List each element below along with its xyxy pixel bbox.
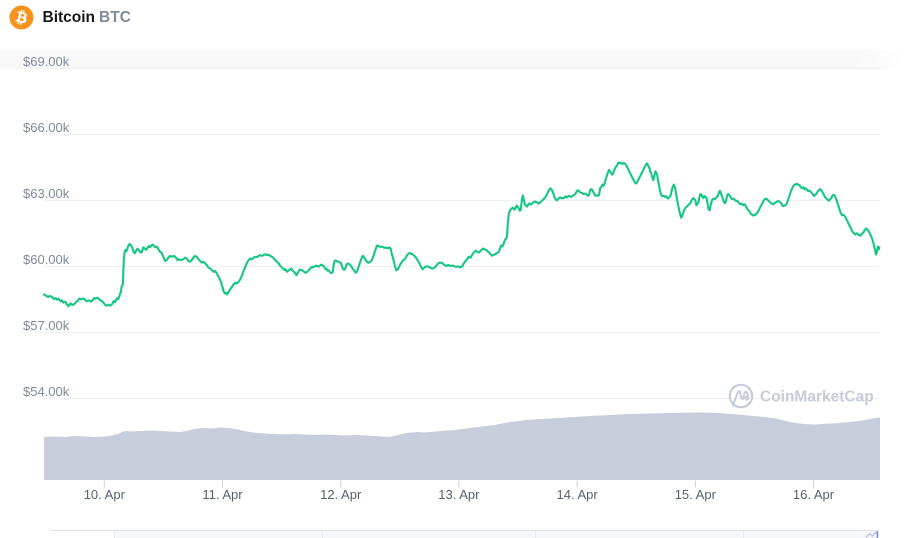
svg-text:CoinMarketCap: CoinMarketCap [760, 389, 874, 406]
